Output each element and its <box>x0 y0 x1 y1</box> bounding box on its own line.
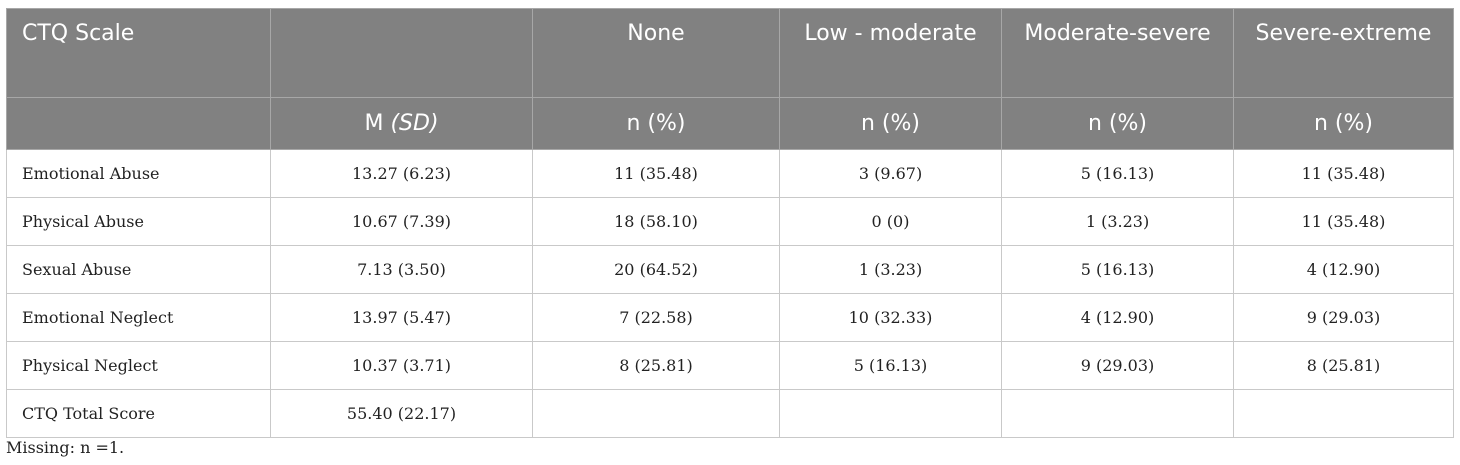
header-low-moderate: Low - moderate <box>779 8 1002 98</box>
cell-low-moderate: 10 (32.33) <box>779 293 1002 342</box>
table-row: Emotional Abuse 13.27 (6.23) 11 (35.48) … <box>6 149 1454 198</box>
cell-mean-sd: 10.67 (7.39) <box>270 197 533 246</box>
cell-mean-sd: 10.37 (3.71) <box>270 341 533 390</box>
cell-mean-sd: 13.97 (5.47) <box>270 293 533 342</box>
header-ctq-scale: CTQ Scale <box>6 8 271 98</box>
cell-low-moderate <box>779 389 1002 438</box>
table-footnote: Missing: n =1. <box>6 438 125 457</box>
cell-moderate-severe: 1 (3.23) <box>1001 197 1234 246</box>
header-blank-first <box>6 97 271 150</box>
cell-none: 7 (22.58) <box>532 293 780 342</box>
cell-none: 20 (64.52) <box>532 245 780 294</box>
cell-severe-extreme <box>1233 389 1454 438</box>
table-row: Physical Neglect 10.37 (3.71) 8 (25.81) … <box>6 341 1454 390</box>
cell-mean-sd: 55.40 (22.17) <box>270 389 533 438</box>
cell-none: 11 (35.48) <box>532 149 780 198</box>
row-scale-label: Emotional Abuse <box>6 149 271 198</box>
cell-moderate-severe <box>1001 389 1234 438</box>
header-n-pct-moderate-severe: n (%) <box>1001 97 1234 150</box>
row-scale-label: Physical Neglect <box>6 341 271 390</box>
ctq-table: CTQ Scale None Low - moderate Moderate-s… <box>6 8 1454 438</box>
cell-severe-extreme: 4 (12.90) <box>1233 245 1454 294</box>
header-row-stats: M (SD) n (%) n (%) n (%) n (%) <box>6 97 1454 150</box>
header-blank <box>270 8 533 98</box>
cell-low-moderate: 0 (0) <box>779 197 1002 246</box>
header-n-pct-low-moderate: n (%) <box>779 97 1002 150</box>
row-scale-label: Sexual Abuse <box>6 245 271 294</box>
header-n-pct-none: n (%) <box>532 97 780 150</box>
ctq-table-container: CTQ Scale None Low - moderate Moderate-s… <box>6 8 1454 438</box>
table-row: Physical Abuse 10.67 (7.39) 18 (58.10) 0… <box>6 197 1454 246</box>
cell-moderate-severe: 5 (16.13) <box>1001 245 1234 294</box>
cell-severe-extreme: 11 (35.48) <box>1233 197 1454 246</box>
cell-moderate-severe: 4 (12.90) <box>1001 293 1234 342</box>
cell-moderate-severe: 5 (16.13) <box>1001 149 1234 198</box>
cell-mean-sd: 7.13 (3.50) <box>270 245 533 294</box>
cell-severe-extreme: 11 (35.48) <box>1233 149 1454 198</box>
cell-low-moderate: 1 (3.23) <box>779 245 1002 294</box>
mean-label: M <box>364 111 384 136</box>
cell-severe-extreme: 8 (25.81) <box>1233 341 1454 390</box>
header-severe-extreme: Severe-extreme <box>1233 8 1454 98</box>
sd-label: (SD) <box>390 111 439 136</box>
table-body: Emotional Abuse 13.27 (6.23) 11 (35.48) … <box>6 149 1454 438</box>
cell-mean-sd: 13.27 (6.23) <box>270 149 533 198</box>
cell-none: 18 (58.10) <box>532 197 780 246</box>
cell-moderate-severe: 9 (29.03) <box>1001 341 1234 390</box>
table-header: CTQ Scale None Low - moderate Moderate-s… <box>6 8 1454 150</box>
row-scale-label: Physical Abuse <box>6 197 271 246</box>
row-scale-label: CTQ Total Score <box>6 389 271 438</box>
row-scale-label: Emotional Neglect <box>6 293 271 342</box>
cell-none <box>532 389 780 438</box>
table-row: Emotional Neglect 13.97 (5.47) 7 (22.58)… <box>6 293 1454 342</box>
header-mean-sd: M (SD) <box>270 97 533 150</box>
cell-none: 8 (25.81) <box>532 341 780 390</box>
table-row: CTQ Total Score 55.40 (22.17) <box>6 389 1454 438</box>
header-n-pct-severe-extreme: n (%) <box>1233 97 1454 150</box>
header-moderate-severe: Moderate-severe <box>1001 8 1234 98</box>
cell-low-moderate: 5 (16.13) <box>779 341 1002 390</box>
cell-low-moderate: 3 (9.67) <box>779 149 1002 198</box>
cell-severe-extreme: 9 (29.03) <box>1233 293 1454 342</box>
header-row-categories: CTQ Scale None Low - moderate Moderate-s… <box>6 8 1454 98</box>
header-none: None <box>532 8 780 98</box>
table-row: Sexual Abuse 7.13 (3.50) 20 (64.52) 1 (3… <box>6 245 1454 294</box>
